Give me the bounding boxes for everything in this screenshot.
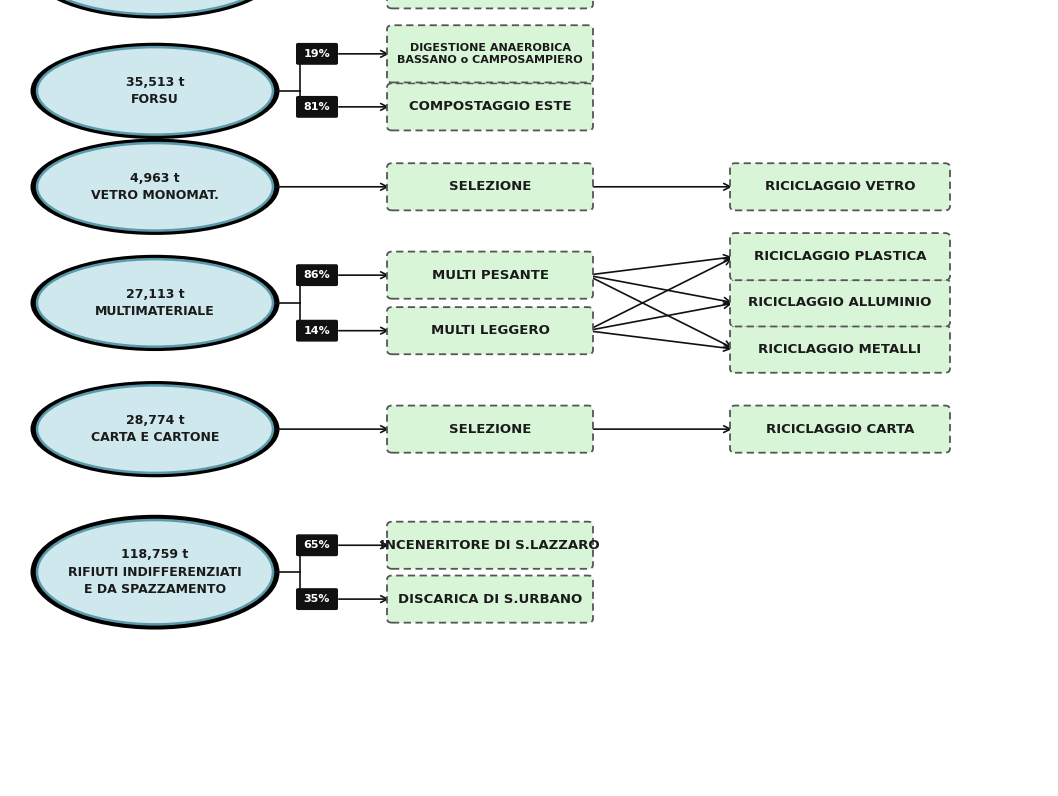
Text: DISCARICA DI S.URBANO: DISCARICA DI S.URBANO <box>398 592 582 606</box>
FancyBboxPatch shape <box>387 0 592 9</box>
FancyBboxPatch shape <box>387 406 592 453</box>
FancyBboxPatch shape <box>730 326 950 373</box>
Ellipse shape <box>31 139 279 235</box>
Ellipse shape <box>31 255 279 351</box>
Text: RICICLAGGIO PLASTICA: RICICLAGGIO PLASTICA <box>753 250 926 263</box>
Ellipse shape <box>31 515 279 630</box>
Text: 27,113 t
MULTIMATERIALE: 27,113 t MULTIMATERIALE <box>95 287 215 318</box>
Ellipse shape <box>37 0 273 14</box>
FancyBboxPatch shape <box>387 252 592 298</box>
FancyBboxPatch shape <box>387 576 592 622</box>
Text: 28,774 t
CARTA E CARTONE: 28,774 t CARTA E CARTONE <box>91 414 219 444</box>
Ellipse shape <box>37 47 273 135</box>
FancyBboxPatch shape <box>296 320 338 341</box>
Text: 4,963 t
VETRO MONOMAT.: 4,963 t VETRO MONOMAT. <box>91 172 219 202</box>
Text: COMPOSTAGGIO ESTE: COMPOSTAGGIO ESTE <box>408 100 571 113</box>
FancyBboxPatch shape <box>387 163 592 210</box>
Text: DIGESTIONE ANAEROBICA
BASSANO o CAMPOSAMPIERO: DIGESTIONE ANAEROBICA BASSANO o CAMPOSAM… <box>397 43 583 65</box>
FancyBboxPatch shape <box>296 264 338 286</box>
Text: 81%: 81% <box>304 102 330 112</box>
FancyBboxPatch shape <box>387 521 592 569</box>
Text: 35%: 35% <box>304 594 330 604</box>
Text: 35,513 t
FORSU: 35,513 t FORSU <box>126 76 184 106</box>
Ellipse shape <box>37 520 273 624</box>
Ellipse shape <box>31 381 279 478</box>
Text: MULTI PESANTE: MULTI PESANTE <box>432 269 548 282</box>
FancyBboxPatch shape <box>730 406 950 453</box>
Text: 65%: 65% <box>304 540 330 550</box>
FancyBboxPatch shape <box>296 588 338 610</box>
FancyBboxPatch shape <box>730 233 950 280</box>
FancyBboxPatch shape <box>387 307 592 354</box>
Text: MULTI LEGGERO: MULTI LEGGERO <box>431 324 549 338</box>
FancyBboxPatch shape <box>730 163 950 210</box>
FancyBboxPatch shape <box>730 279 950 326</box>
Text: INCENERITORE DI S.LAZZARO: INCENERITORE DI S.LAZZARO <box>380 539 600 552</box>
Text: 14%: 14% <box>304 326 330 336</box>
Text: RICICLAGGIO ALLUMINIO: RICICLAGGIO ALLUMINIO <box>748 296 932 310</box>
FancyBboxPatch shape <box>296 534 338 556</box>
FancyBboxPatch shape <box>387 84 592 131</box>
Text: SELEZIONE: SELEZIONE <box>449 181 531 193</box>
Text: RICICLAGGIO VETRO: RICICLAGGIO VETRO <box>765 181 915 193</box>
Ellipse shape <box>31 0 279 18</box>
FancyBboxPatch shape <box>296 96 338 118</box>
FancyBboxPatch shape <box>296 43 338 64</box>
Text: SELEZIONE: SELEZIONE <box>449 423 531 435</box>
Ellipse shape <box>31 43 279 139</box>
Ellipse shape <box>37 143 273 231</box>
Text: RICICLAGGIO CARTA: RICICLAGGIO CARTA <box>766 423 914 435</box>
Text: 19%: 19% <box>304 49 330 59</box>
FancyBboxPatch shape <box>387 25 592 83</box>
Ellipse shape <box>37 385 273 473</box>
Ellipse shape <box>37 259 273 347</box>
Text: 118,759 t
RIFIUTI INDIFFERENZIATI
E DA SPAZZAMENTO: 118,759 t RIFIUTI INDIFFERENZIATI E DA S… <box>68 548 242 596</box>
Text: RICICLAGGIO METALLI: RICICLAGGIO METALLI <box>759 343 922 356</box>
Text: 86%: 86% <box>304 270 330 280</box>
